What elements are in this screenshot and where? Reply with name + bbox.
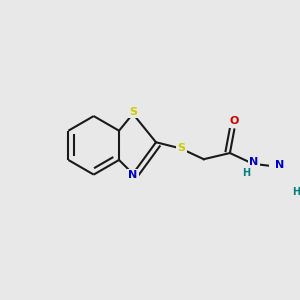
Text: H: H [292, 187, 300, 196]
Text: N: N [249, 157, 258, 167]
Text: H: H [242, 168, 250, 178]
Text: O: O [230, 116, 239, 127]
Text: N: N [275, 160, 285, 170]
Text: S: S [177, 143, 185, 153]
Text: S: S [129, 107, 137, 117]
Text: N: N [128, 170, 137, 180]
